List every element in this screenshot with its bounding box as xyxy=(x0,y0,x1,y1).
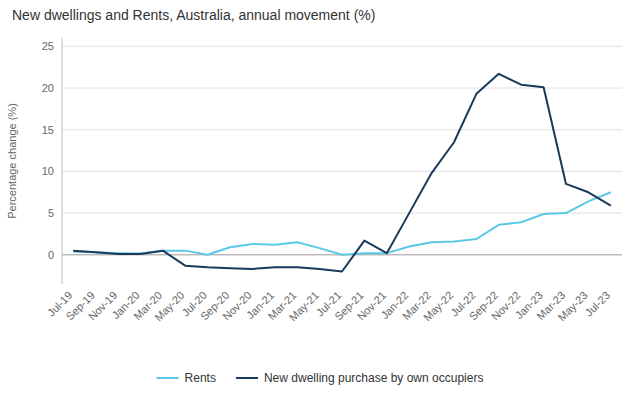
legend-item: Rents xyxy=(157,371,216,385)
y-axis-line xyxy=(62,38,63,284)
grid-line xyxy=(62,171,622,172)
series-line xyxy=(73,74,611,272)
x-tick-label: May-23 xyxy=(555,289,589,323)
legend: Rents New dwelling purchase by own occupi… xyxy=(157,371,484,385)
y-tick-label: 15 xyxy=(42,124,54,136)
legend-item: New dwelling purchase by own occupiers xyxy=(236,371,483,385)
x-tick-label: Jul-23 xyxy=(583,289,613,319)
x-tick-label: May-20 xyxy=(152,289,186,323)
legend-swatch xyxy=(236,377,258,379)
y-tick-label: 0 xyxy=(48,249,54,261)
legend-swatch xyxy=(157,377,179,379)
chart: New dwellings and Rents, Australia, annu… xyxy=(0,0,640,396)
legend-label: New dwelling purchase by own occupiers xyxy=(264,371,483,385)
y-tick-label: 25 xyxy=(42,40,54,52)
y-tick-label: 10 xyxy=(42,165,54,177)
y-tick-label: 5 xyxy=(48,207,54,219)
grid-line xyxy=(62,213,622,214)
grid-line xyxy=(62,88,622,89)
lines xyxy=(73,74,611,272)
title: New dwellings and Rents, Australia, annu… xyxy=(12,7,375,23)
x-tick-label: May-22 xyxy=(421,289,455,323)
grid-line xyxy=(62,46,622,47)
y-axis-label: Percentage change (%) xyxy=(6,103,18,219)
x-tick-label: May-21 xyxy=(287,289,321,323)
series-line xyxy=(73,192,611,255)
grid-line xyxy=(62,129,622,130)
grid xyxy=(62,46,622,254)
y-tick-label: 20 xyxy=(42,82,54,94)
chart-container: New dwellings and Rents, Australia, annu… xyxy=(0,0,640,396)
legend-label: Rents xyxy=(185,371,216,385)
